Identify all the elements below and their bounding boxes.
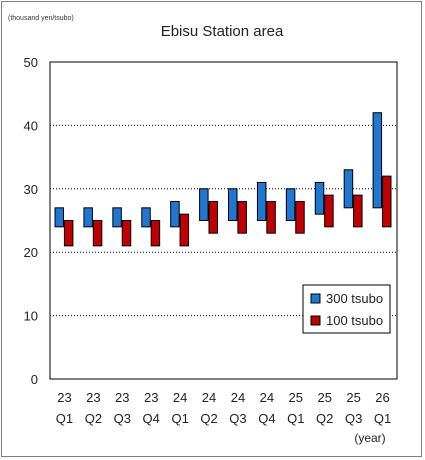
bar-100-tsubo-24-Q1 — [179, 213, 190, 247]
x-label-year-3: 23 — [144, 390, 158, 405]
x-label-quarter-0: Q1 — [56, 411, 73, 426]
y-tick-label-40: 40 — [24, 118, 38, 133]
bar-100-tsubo-25-Q2 — [324, 194, 334, 228]
bar-100-tsubo-23-Q3 — [121, 220, 132, 247]
x-label-year-2: 23 — [115, 390, 129, 405]
x-label-year-0: 23 — [57, 390, 71, 405]
plot-area-border — [49, 61, 398, 380]
x-label-year-11: 26 — [375, 390, 389, 405]
bars — [54, 112, 392, 247]
bar-100-tsubo-26-Q1 — [381, 175, 392, 228]
y-tick-label-50: 50 — [24, 55, 38, 70]
bar-300-tsubo-24-Q1 — [170, 200, 180, 228]
legend-label-100-tsubo: 100 tsubo — [326, 313, 383, 328]
x-label-quarter-11: Q1 — [374, 411, 391, 426]
bar-300-tsubo-25-Q2 — [314, 181, 325, 215]
x-label-year-8: 25 — [289, 390, 303, 405]
x-label-year-9: 25 — [317, 390, 331, 405]
x-label-year-6: 24 — [231, 390, 245, 405]
y-tick-label-20: 20 — [24, 245, 38, 260]
x-axis-unit-label: (year) — [354, 431, 385, 445]
x-label-quarter-6: Q3 — [229, 411, 246, 426]
bar-100-tsubo-25-Q1 — [295, 200, 305, 234]
bar-100-tsubo-25-Q3 — [353, 194, 363, 228]
bar-300-tsubo-23-Q3 — [112, 207, 122, 228]
x-label-quarter-1: Q2 — [85, 411, 102, 426]
legend: 300 tsubo 100 tsubo — [302, 284, 391, 334]
x-label-year-5: 24 — [202, 390, 216, 405]
x-label-year-1: 23 — [86, 390, 100, 405]
x-label-quarter-3: Q4 — [143, 411, 160, 426]
bar-300-tsubo-23-Q1 — [54, 207, 65, 228]
chart-title: Ebisu Station area — [161, 23, 284, 40]
x-label-quarter-7: Q4 — [258, 411, 275, 426]
x-label-quarter-8: Q1 — [287, 411, 304, 426]
bar-300-tsubo-25-Q1 — [285, 188, 296, 222]
unit-label: (thousand yen/tsubo) — [8, 15, 74, 22]
bar-100-tsubo-24-Q4 — [266, 200, 276, 234]
axes — [49, 61, 398, 380]
bar-300-tsubo-25-Q3 — [343, 169, 354, 209]
x-label-year-7: 24 — [260, 390, 274, 405]
bar-300-tsubo-26-Q1 — [372, 112, 383, 209]
bar-300-tsubo-24-Q3 — [228, 188, 238, 222]
y-axis-ticks: 0 10 20 30 40 50 — [24, 55, 38, 387]
bar-300-tsubo-24-Q2 — [199, 188, 209, 222]
x-label-year-4: 24 — [173, 390, 187, 405]
bar-300-tsubo-24-Q4 — [256, 181, 267, 222]
x-label-quarter-10: Q3 — [345, 411, 362, 426]
y-tick-label-30: 30 — [24, 182, 38, 197]
bar-300-tsubo-23-Q2 — [83, 207, 93, 228]
x-label-quarter-2: Q3 — [114, 411, 131, 426]
x-label-year-10: 25 — [346, 390, 360, 405]
legend-swatch-300-tsubo — [310, 293, 321, 304]
x-label-quarter-4: Q1 — [171, 411, 188, 426]
bar-100-tsubo-24-Q3 — [237, 200, 247, 234]
bar-100-tsubo-23-Q1 — [63, 220, 74, 247]
bar-100-tsubo-23-Q2 — [92, 220, 103, 247]
bar-100-tsubo-23-Q4 — [150, 220, 161, 247]
legend-swatch-100-tsubo — [310, 315, 321, 326]
x-label-quarter-5: Q2 — [200, 411, 217, 426]
bar-100-tsubo-24-Q2 — [208, 200, 218, 234]
y-tick-label-10: 10 — [24, 309, 38, 324]
y-tick-label-0: 0 — [31, 372, 38, 387]
x-axis-labels: 23 Q1 23 Q2 23 Q3 23 Q4 24 Q1 24 Q2 24 Q3 24 Q4 25 Q1 25 Q2… — [56, 390, 391, 426]
legend-label-300-tsubo: 300 tsubo — [326, 291, 383, 306]
bar-300-tsubo-23-Q4 — [141, 207, 151, 228]
x-label-quarter-9: Q2 — [316, 411, 333, 426]
